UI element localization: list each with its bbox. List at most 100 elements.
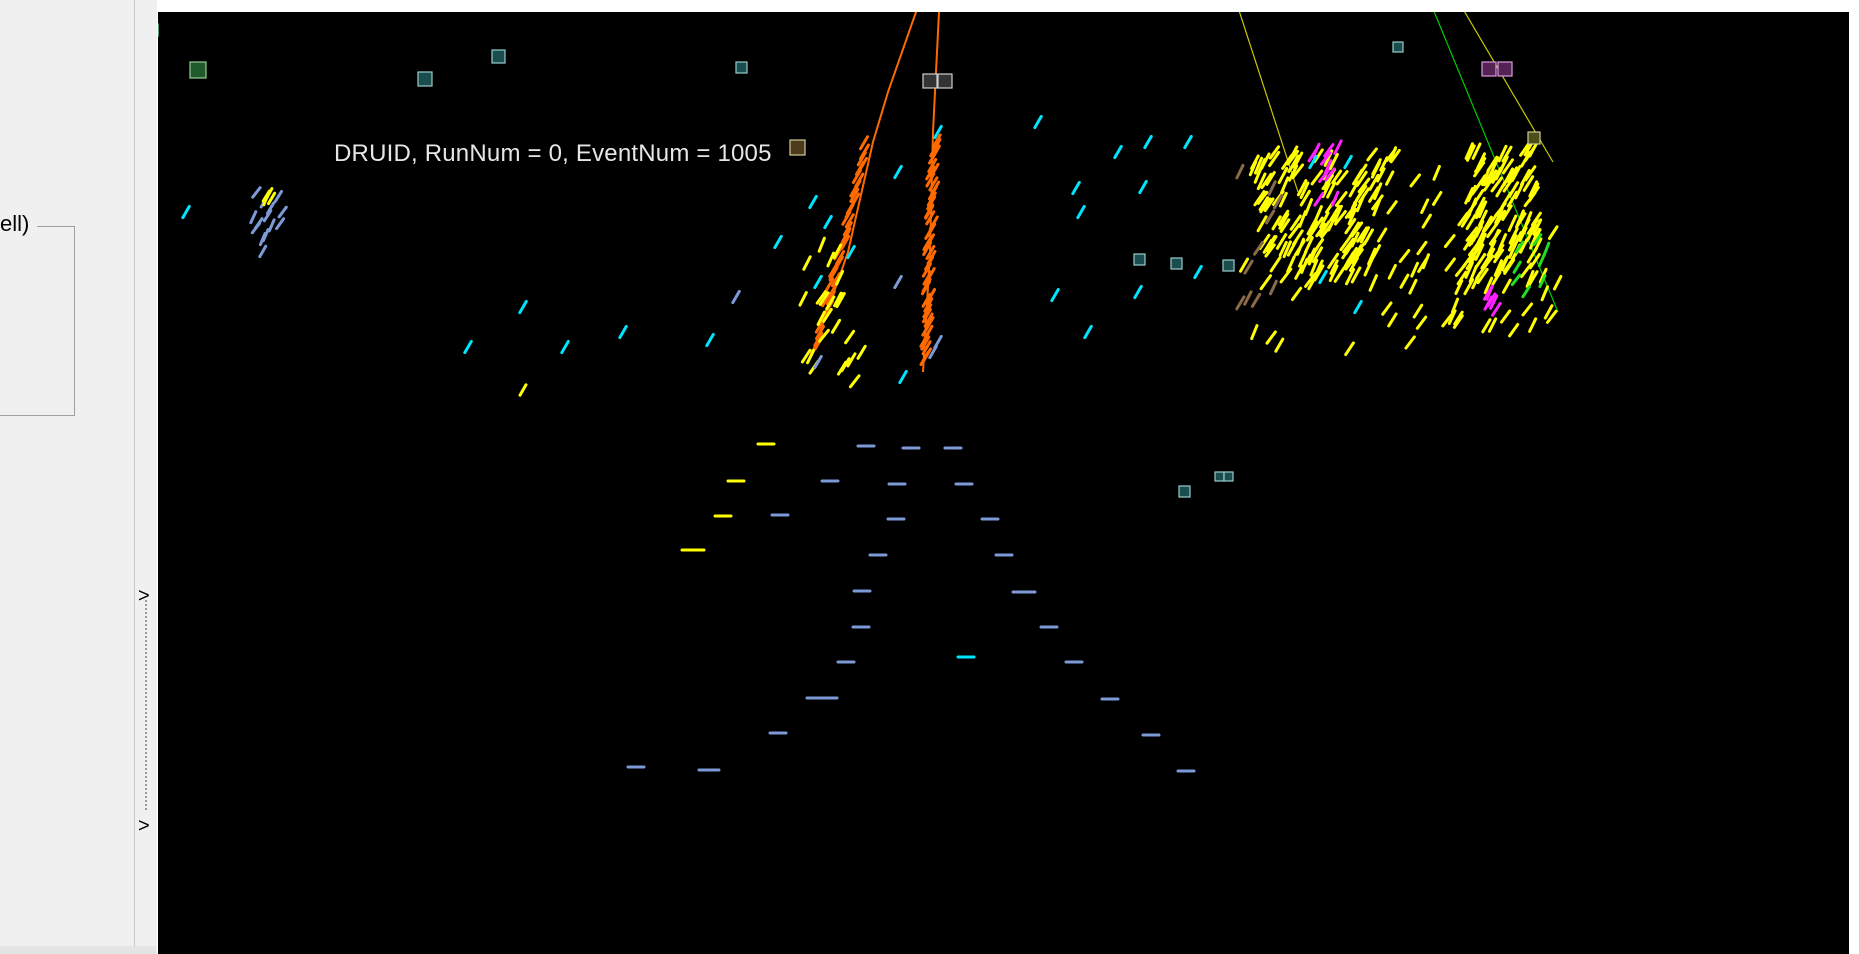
hit-marker	[1291, 286, 1303, 301]
hit-marker	[926, 195, 937, 211]
panel-splitter[interactable]: > >	[134, 0, 157, 954]
hit-marker	[1288, 145, 1299, 161]
hit-marker	[1500, 255, 1510, 272]
hit-marker	[1501, 278, 1512, 294]
hit-marker	[821, 292, 832, 308]
hit-marker	[922, 240, 933, 256]
hit-marker	[1385, 170, 1395, 186]
hit-marker	[1350, 221, 1364, 238]
hit-marker	[463, 339, 473, 355]
hit-marker	[1368, 186, 1380, 203]
hit-marker	[1475, 219, 1485, 238]
splitter-grip[interactable]	[145, 600, 147, 810]
hit-marker	[1271, 215, 1282, 231]
hit-marker	[1398, 249, 1411, 263]
hit-marker	[1447, 309, 1457, 325]
expand-arrow-icon[interactable]: >	[138, 815, 150, 837]
hit-marker	[1344, 218, 1357, 235]
hit-marker	[1278, 191, 1288, 208]
hit-marker	[1456, 270, 1468, 286]
hit-marker	[815, 325, 825, 341]
hit-marker	[251, 186, 262, 199]
hit-marker	[846, 244, 856, 260]
hit-marker	[1366, 147, 1378, 162]
hit-marker	[1256, 215, 1268, 233]
hit-marker	[1481, 318, 1492, 334]
hit-marker	[1277, 167, 1289, 185]
hit-marker	[1355, 163, 1368, 181]
hit-marker	[1454, 279, 1464, 295]
hit-marker	[828, 266, 839, 282]
hit-marker	[813, 354, 823, 370]
hit-marker	[518, 299, 528, 315]
hit-marker	[275, 217, 286, 230]
hit-marker	[1502, 176, 1515, 193]
hit-marker	[1260, 152, 1271, 170]
hit-marker	[1323, 143, 1335, 158]
hit-marker	[1532, 233, 1543, 247]
hit-marker	[1277, 209, 1290, 227]
hit-marker	[1506, 166, 1519, 184]
hit-marker	[840, 357, 851, 373]
hit-marker	[1508, 234, 1518, 252]
hit-marker	[1386, 200, 1398, 215]
hit-marker	[1465, 226, 1479, 242]
hit-marker	[924, 204, 935, 220]
hit-marker	[1540, 285, 1549, 302]
expand-arrow-icon[interactable]: >	[138, 585, 150, 607]
hit-marker	[831, 272, 841, 288]
hit-marker	[1547, 225, 1559, 240]
hit-marker	[1474, 157, 1487, 174]
hit-marker	[258, 244, 268, 259]
hit-marker	[1408, 278, 1418, 295]
hit-marker	[823, 214, 833, 230]
hit-marker	[1286, 149, 1300, 166]
hit-marker	[1327, 214, 1338, 232]
hit-marker	[1468, 248, 1479, 264]
options-group-title: ell)	[0, 211, 38, 237]
hit-marker	[1525, 270, 1535, 288]
hit-marker	[1334, 210, 1347, 226]
hit-marker	[1483, 175, 1496, 192]
hit-marker	[814, 318, 825, 334]
hit-marker	[1542, 241, 1551, 256]
hit-marker	[922, 303, 933, 319]
hit-marker	[1528, 180, 1539, 198]
hit-marker	[1528, 253, 1541, 270]
hit-marker	[818, 328, 830, 343]
hit-marker	[933, 334, 943, 350]
hit-marker	[1508, 323, 1520, 338]
hit-marker	[1387, 312, 1398, 328]
hit-marker	[1521, 285, 1531, 299]
hit-marker	[1358, 187, 1370, 204]
hit-marker	[1050, 287, 1060, 303]
hit-marker	[1519, 238, 1529, 254]
hit-marker	[1269, 279, 1278, 296]
hit-marker	[1399, 273, 1410, 289]
hit-marker	[1537, 253, 1546, 268]
hit-marker	[844, 329, 856, 345]
hit-marker	[1346, 247, 1358, 264]
hit-marker	[1379, 156, 1389, 172]
hit-marker	[835, 269, 845, 286]
hit-marker	[1235, 295, 1246, 311]
hit-marker	[1321, 182, 1331, 198]
hit-marker	[1310, 169, 1324, 186]
hit-marker	[1501, 158, 1514, 175]
hit-marker	[1350, 231, 1360, 248]
event-canvas[interactable]	[158, 12, 1849, 954]
hit-marker	[1286, 239, 1298, 257]
event-viewport[interactable]: DRUID, RunNum = 0, EventNum = 1005	[158, 12, 1849, 954]
hit-marker	[1477, 232, 1487, 251]
hit-marker	[1371, 194, 1384, 211]
hit-marker	[1253, 156, 1264, 175]
hit-marker	[1487, 317, 1498, 333]
hit-marker	[816, 310, 826, 326]
hit-marker	[1250, 154, 1260, 170]
hit-marker	[818, 291, 830, 306]
hit-marker	[1133, 284, 1143, 300]
hit-marker	[1538, 274, 1547, 288]
hit-marker	[1497, 144, 1508, 163]
hit-marker	[1463, 234, 1475, 251]
hit-marker	[1510, 273, 1522, 287]
